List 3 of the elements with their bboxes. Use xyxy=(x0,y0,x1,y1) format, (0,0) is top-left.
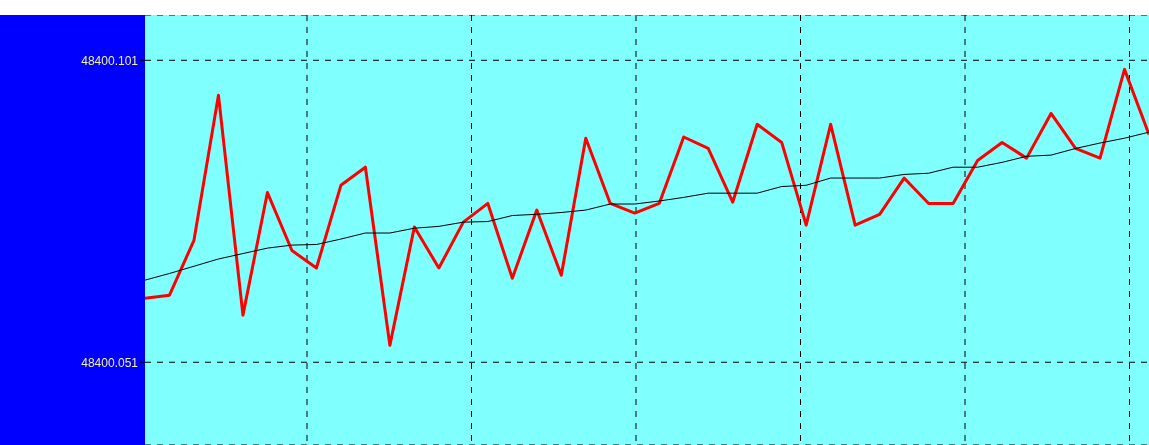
y-tick-label: 48400.101 xyxy=(81,53,139,68)
line-series xyxy=(143,67,1149,347)
y-tick-label: 48400.051 xyxy=(81,355,139,370)
